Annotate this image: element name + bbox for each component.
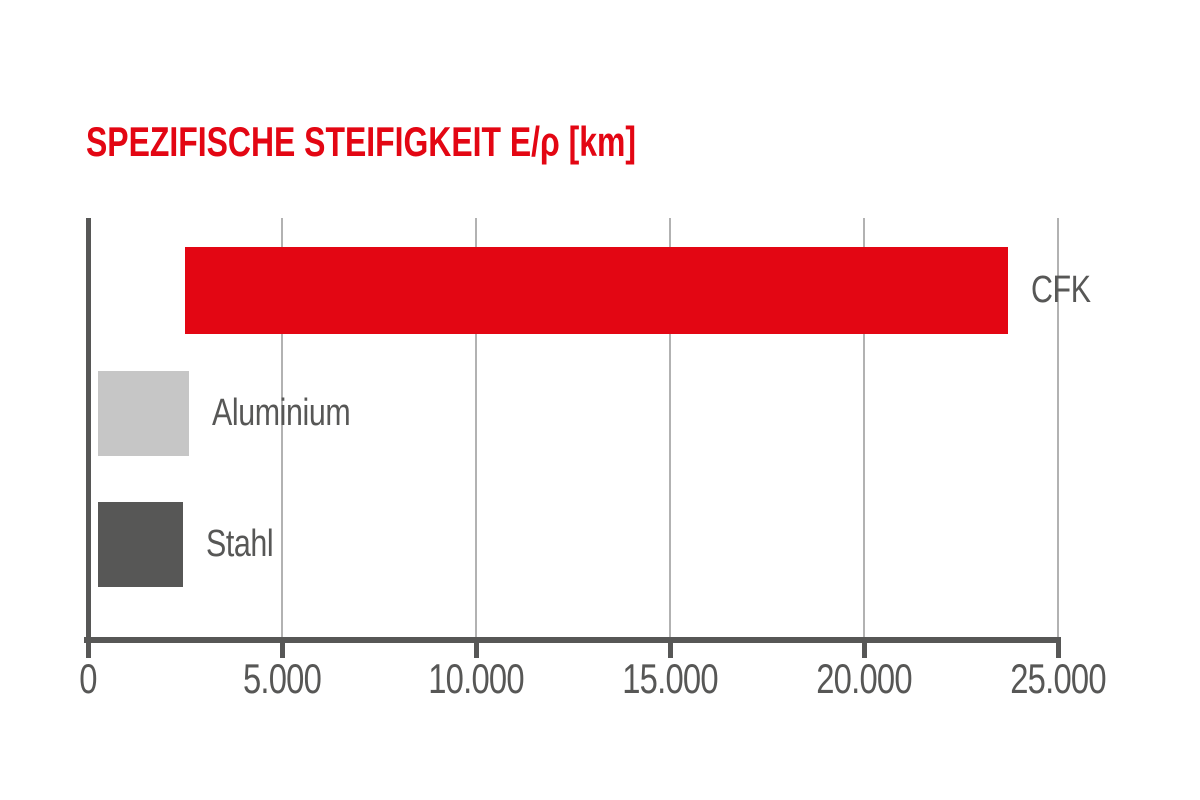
bar-aluminium [97,371,189,456]
bar-label-cfk: CFK [1030,269,1091,311]
bar-cfk [185,247,1008,334]
x-tick-5000 [279,637,285,658]
y-axis-line [86,218,91,643]
x-tick-label-20000: 20.000 [816,655,912,702]
x-tick-label-10000: 10.000 [428,655,524,702]
bar-stahl [97,502,184,587]
gridline-25000 [1057,218,1059,637]
x-tick-label-15000: 15.000 [622,655,718,702]
x-tick-label-0: 0 [79,655,97,702]
x-tick-0 [85,637,91,658]
x-tick-20000 [861,637,867,658]
gridline-15000 [669,218,671,637]
gridline-10000 [475,218,477,637]
x-tick-10000 [473,637,479,658]
x-tick-label-5000: 5.000 [242,655,322,702]
x-tick-label-25000: 25.000 [1010,655,1106,702]
x-tick-15000 [667,637,673,658]
bar-label-aluminium: Aluminium [211,392,351,434]
chart-title: SPEZIFISCHE STEIFIGKEIT E/ρ [km] [86,118,637,165]
x-tick-25000 [1055,637,1061,658]
gridline-5000 [281,218,283,637]
x-axis-line [84,637,1060,643]
bar-label-stahl: Stahl [206,523,274,565]
gridline-20000 [863,218,865,637]
